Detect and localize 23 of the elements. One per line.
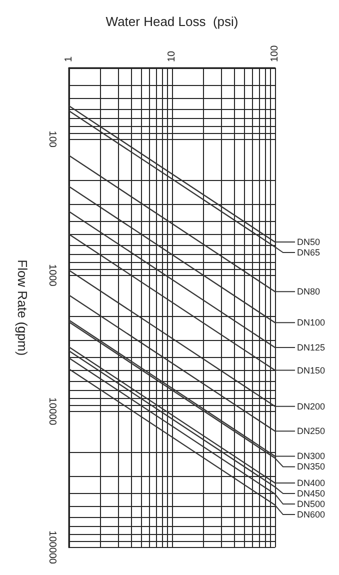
legend-label: DN350 (297, 462, 326, 472)
y-axis-title: Flow Rate (gpm) (15, 260, 30, 356)
y-tick-label: 100 (46, 130, 58, 148)
legend-label: DN150 (297, 365, 326, 376)
legend-label: DN80 (297, 286, 320, 297)
legend-label: DN450 (297, 488, 326, 499)
legend-label: DN65 (297, 247, 320, 258)
x-tick-label: 1 (64, 56, 74, 62)
legend-label: DN300 (297, 451, 326, 462)
x-tick-label: 100 (270, 44, 280, 62)
legend-label: DN250 (297, 426, 326, 436)
x-tick-label: 10 (166, 50, 178, 62)
legend-label: DN400 (297, 478, 326, 488)
text: DN600 (297, 510, 326, 520)
y-tick-label: 10000 (46, 397, 58, 426)
legend-label: DN50 (297, 236, 320, 247)
y-tick-label: 100000 (46, 530, 58, 564)
legend-label: DN500 (297, 499, 326, 510)
y-tick-label: 1000 (46, 264, 58, 287)
legend-label: DN200 (297, 401, 326, 412)
legend-label: DN100 (297, 318, 326, 328)
legend-label: DN125 (297, 342, 326, 353)
x-axis-title: Water Head Loss (psi) (106, 14, 238, 29)
